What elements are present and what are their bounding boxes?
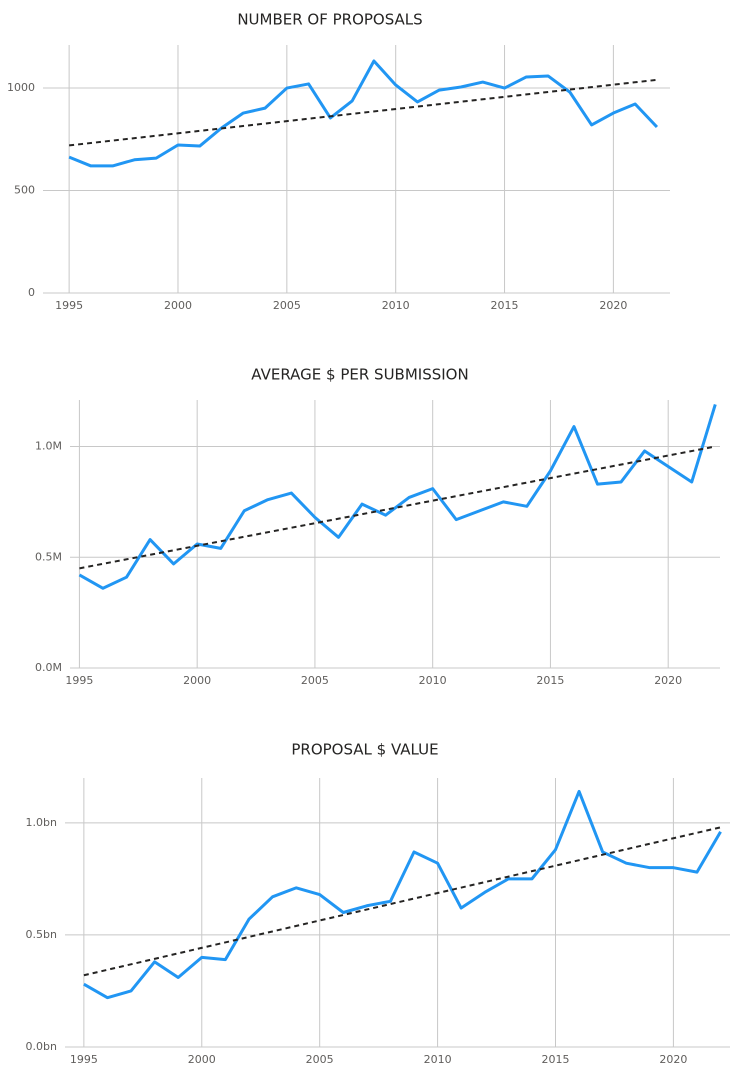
- y-tick-label: 1000: [7, 81, 35, 94]
- x-tick-label: 2005: [306, 1053, 334, 1066]
- x-tick-label: 2020: [659, 1053, 687, 1066]
- x-tick-label: 2010: [382, 299, 410, 312]
- x-tick-label: 2015: [536, 674, 564, 687]
- chart-title: AVERAGE $ PER SUBMISSION: [251, 366, 468, 384]
- trend-line: [83, 826, 721, 977]
- x-tick-label: 1995: [65, 674, 93, 687]
- y-tick-label: 500: [14, 184, 35, 197]
- y-tick-label: 1.0bn: [26, 816, 57, 829]
- x-tick-label: 2010: [419, 674, 447, 687]
- x-tick-label: 2010: [424, 1053, 452, 1066]
- x-tick-label: 2005: [301, 674, 329, 687]
- x-tick-label: 2020: [599, 299, 627, 312]
- chart-title: NUMBER OF PROPOSALS: [237, 11, 422, 29]
- y-tick-label: 0.5M: [35, 550, 62, 563]
- data-line: [68, 59, 659, 168]
- x-tick-label: 2015: [541, 1053, 569, 1066]
- x-tick-label: 2005: [273, 299, 301, 312]
- x-tick-label: 1995: [70, 1053, 98, 1066]
- x-tick-label: 2000: [164, 299, 192, 312]
- data-line: [78, 403, 717, 590]
- y-tick-label: 0: [28, 286, 35, 299]
- x-tick-label: 2000: [188, 1053, 216, 1066]
- x-tick-label: 2015: [491, 299, 519, 312]
- chart-title: PROPOSAL $ VALUE: [291, 741, 438, 759]
- x-tick-label: 2000: [183, 674, 211, 687]
- y-tick-label: 1.0M: [35, 440, 62, 453]
- y-tick-label: 0.5bn: [26, 928, 57, 941]
- x-tick-label: 1995: [55, 299, 83, 312]
- data-line: [83, 789, 722, 1000]
- y-tick-label: 0.0M: [35, 661, 62, 674]
- x-tick-label: 2020: [654, 674, 682, 687]
- y-tick-label: 0.0bn: [26, 1040, 57, 1053]
